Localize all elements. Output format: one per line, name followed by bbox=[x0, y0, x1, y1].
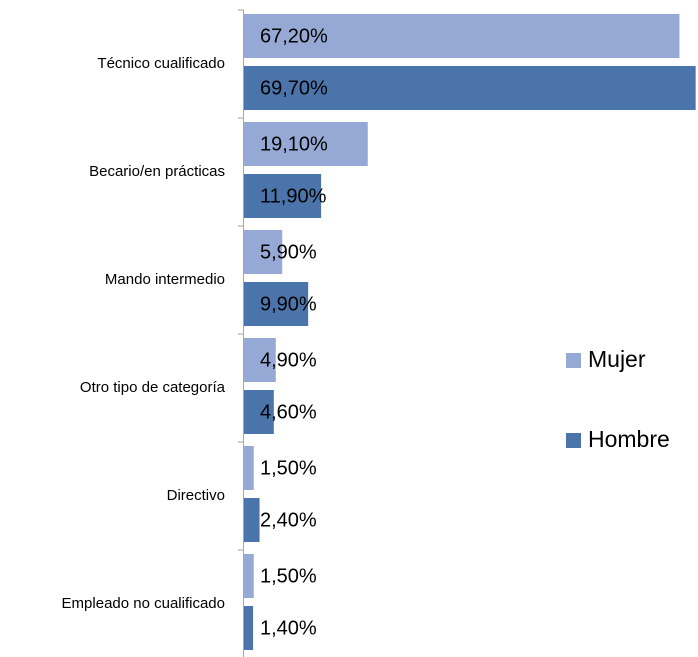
category-label: Técnico cualificado bbox=[97, 55, 225, 72]
legend-swatch bbox=[566, 353, 581, 368]
bar bbox=[244, 390, 274, 434]
value-label: 4,90% bbox=[260, 349, 317, 371]
category-label: Mando intermedio bbox=[105, 271, 225, 288]
value-label: 67,20% bbox=[260, 25, 328, 47]
bar bbox=[244, 498, 260, 542]
value-label: 2,40% bbox=[260, 509, 317, 531]
bar bbox=[244, 66, 696, 110]
value-label: 1,50% bbox=[260, 457, 317, 479]
value-label: 1,50% bbox=[260, 565, 317, 587]
value-label: 19,10% bbox=[260, 133, 328, 155]
value-label: 11,90% bbox=[260, 185, 327, 207]
value-label: 1,40% bbox=[260, 617, 317, 639]
value-label: 69,70% bbox=[260, 77, 328, 99]
category-label: Otro tipo de categoría bbox=[80, 379, 226, 396]
bar bbox=[244, 122, 368, 166]
legend-label: Mujer bbox=[588, 346, 646, 372]
bar bbox=[244, 174, 322, 218]
legend-label: Hombre bbox=[588, 426, 670, 452]
bar bbox=[244, 606, 254, 650]
bar bbox=[244, 230, 283, 274]
value-label: 9,90% bbox=[260, 293, 317, 315]
bar bbox=[244, 338, 276, 382]
category-label: Empleado no cualificado bbox=[62, 595, 225, 612]
legend-swatch bbox=[566, 433, 581, 448]
bar bbox=[244, 554, 254, 598]
bar bbox=[244, 14, 680, 58]
bar bbox=[244, 282, 309, 326]
value-label: 4,60% bbox=[260, 401, 317, 423]
category-label: Directivo bbox=[167, 487, 225, 504]
bar bbox=[244, 446, 254, 490]
category-label: Becario/en prácticas bbox=[89, 163, 225, 180]
value-label: 5,90% bbox=[260, 241, 317, 263]
